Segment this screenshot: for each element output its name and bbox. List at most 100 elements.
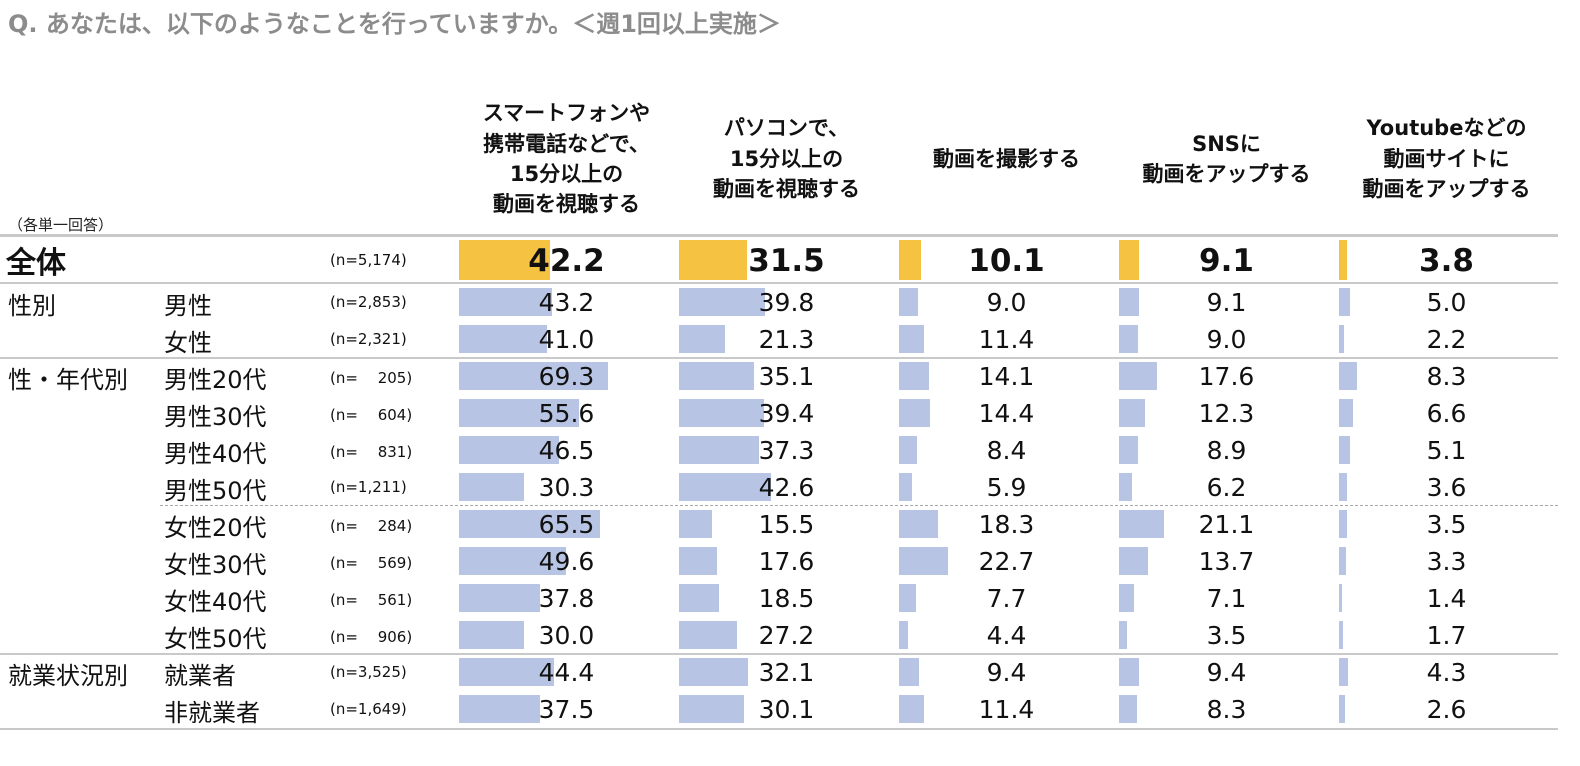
total-cell-1: 42.2 <box>459 238 674 282</box>
row-2-value-3: 11.4 <box>978 325 1035 354</box>
rule-gender <box>0 357 1558 359</box>
row-6-cell-2: 42.6 <box>679 469 894 506</box>
row-2-value-1: 41.0 <box>538 325 595 354</box>
row-2-cell-5: 2.2 <box>1339 321 1554 358</box>
row-8-cell-4: 13.7 <box>1119 543 1334 580</box>
row-3-bar-3 <box>899 362 930 390</box>
row-4-value-5: 6.6 <box>1426 399 1467 428</box>
row-2-value-5: 2.2 <box>1426 325 1467 354</box>
row-6-value-3: 5.9 <box>986 473 1027 502</box>
row-11-bar-3 <box>899 658 920 686</box>
row-10-cell-1: 30.0 <box>459 617 674 654</box>
row-10-bar-2 <box>679 621 738 649</box>
row-10-cell-3: 4.4 <box>899 617 1114 654</box>
total-value-5: 3.8 <box>1419 243 1474 279</box>
row-3-value-2: 35.1 <box>758 362 815 391</box>
row-2-cell-2: 21.3 <box>679 321 894 358</box>
total-bar-4 <box>1119 240 1139 280</box>
total-cell-3: 10.1 <box>899 238 1114 282</box>
row-7-value-3: 18.3 <box>978 510 1035 539</box>
row-11-bar-4 <box>1119 658 1140 686</box>
row-12-bar-3 <box>899 695 924 723</box>
row-7-bar-4 <box>1119 510 1165 538</box>
row-7-value-5: 3.5 <box>1426 510 1467 539</box>
row-12-cell-3: 11.4 <box>899 691 1114 728</box>
column-header-2: パソコンで、 15分以上の 動画を視聴する <box>713 116 860 202</box>
row-n-9: (n= 561) <box>330 591 413 609</box>
row-3-value-5: 8.3 <box>1426 362 1467 391</box>
row-8-value-1: 49.6 <box>538 547 595 576</box>
row-label-7: 女性20代 <box>164 514 267 542</box>
row-n-6: (n=1,211) <box>330 478 407 496</box>
row-10-bar-1 <box>459 621 524 649</box>
row-5-bar-2 <box>679 436 760 464</box>
row-9-cell-1: 37.8 <box>459 580 674 617</box>
row-6-bar-2 <box>679 473 771 501</box>
row-5-cell-1: 46.5 <box>459 432 674 469</box>
row-12-cell-1: 37.5 <box>459 691 674 728</box>
row-7-cell-4: 21.1 <box>1119 506 1334 543</box>
row-3-cell-2: 35.1 <box>679 358 894 395</box>
total-cell-2: 31.5 <box>679 238 894 282</box>
row-7-cell-2: 15.5 <box>679 506 894 543</box>
row-11-bar-2 <box>679 658 748 686</box>
row-4-value-4: 12.3 <box>1198 399 1255 428</box>
group-label-3: 性・年代別 <box>8 366 128 394</box>
row-12-bar-4 <box>1119 695 1137 723</box>
row-5-bar-1 <box>459 436 559 464</box>
row-7-bar-5 <box>1339 510 1347 538</box>
row-4-cell-2: 39.4 <box>679 395 894 432</box>
total-label: 全体 <box>6 246 66 281</box>
row-11-cell-3: 9.4 <box>899 654 1114 691</box>
row-10-cell-4: 3.5 <box>1119 617 1334 654</box>
row-2-bar-3 <box>899 325 924 353</box>
row-6-value-2: 42.6 <box>758 473 815 502</box>
row-1-value-2: 39.8 <box>758 288 815 317</box>
row-6-value-4: 6.2 <box>1206 473 1247 502</box>
total-bar-1 <box>459 240 550 280</box>
row-12-cell-5: 2.6 <box>1339 691 1554 728</box>
row-2-value-4: 9.0 <box>1206 325 1247 354</box>
answer-note: （各単一回答） <box>8 216 114 234</box>
row-11-value-5: 4.3 <box>1426 658 1467 687</box>
row-9-bar-5 <box>1339 584 1342 612</box>
total-value-4: 9.1 <box>1199 243 1254 279</box>
row-9-cell-5: 1.4 <box>1339 580 1554 617</box>
row-9-bar-3 <box>899 584 916 612</box>
row-9-value-2: 18.5 <box>758 584 815 613</box>
row-8-bar-4 <box>1119 547 1149 575</box>
row-4-value-1: 55.6 <box>538 399 595 428</box>
row-n-4: (n= 604) <box>330 406 413 424</box>
row-11-value-2: 32.1 <box>758 658 815 687</box>
row-10-bar-3 <box>899 621 909 649</box>
row-9-value-4: 7.1 <box>1206 584 1247 613</box>
row-11-value-4: 9.4 <box>1206 658 1247 687</box>
total-value-2: 31.5 <box>748 243 825 279</box>
column-header-5: Youtubeなどの 動画サイトに 動画をアップする <box>1362 116 1531 202</box>
column-header-1: スマートフォンや 携帯電話などで、 15分以上の 動画を視聴する <box>482 101 651 217</box>
row-11-cell-4: 9.4 <box>1119 654 1334 691</box>
rule-total <box>0 282 1558 284</box>
row-8-cell-3: 22.7 <box>899 543 1114 580</box>
row-3-cell-4: 17.6 <box>1119 358 1334 395</box>
row-8-bar-1 <box>459 547 566 575</box>
row-5-cell-5: 5.1 <box>1339 432 1554 469</box>
row-11-value-3: 9.4 <box>986 658 1027 687</box>
row-5-cell-2: 37.3 <box>679 432 894 469</box>
row-10-bar-5 <box>1339 621 1343 649</box>
row-1-value-1: 43.2 <box>538 288 595 317</box>
row-10-cell-2: 27.2 <box>679 617 894 654</box>
row-label-4: 男性30代 <box>164 403 267 431</box>
row-7-value-2: 15.5 <box>758 510 815 539</box>
row-12-bar-1 <box>459 695 540 723</box>
row-9-cell-2: 18.5 <box>679 580 894 617</box>
row-6-cell-1: 30.3 <box>459 469 674 506</box>
row-10-bar-4 <box>1119 621 1127 649</box>
row-8-value-3: 22.7 <box>978 547 1035 576</box>
row-2-bar-1 <box>459 325 548 353</box>
row-1-bar-4 <box>1119 288 1139 316</box>
row-1-bar-5 <box>1339 288 1350 316</box>
row-3-bar-2 <box>679 362 755 390</box>
row-5-bar-5 <box>1339 436 1350 464</box>
row-12-value-2: 30.1 <box>758 695 815 724</box>
